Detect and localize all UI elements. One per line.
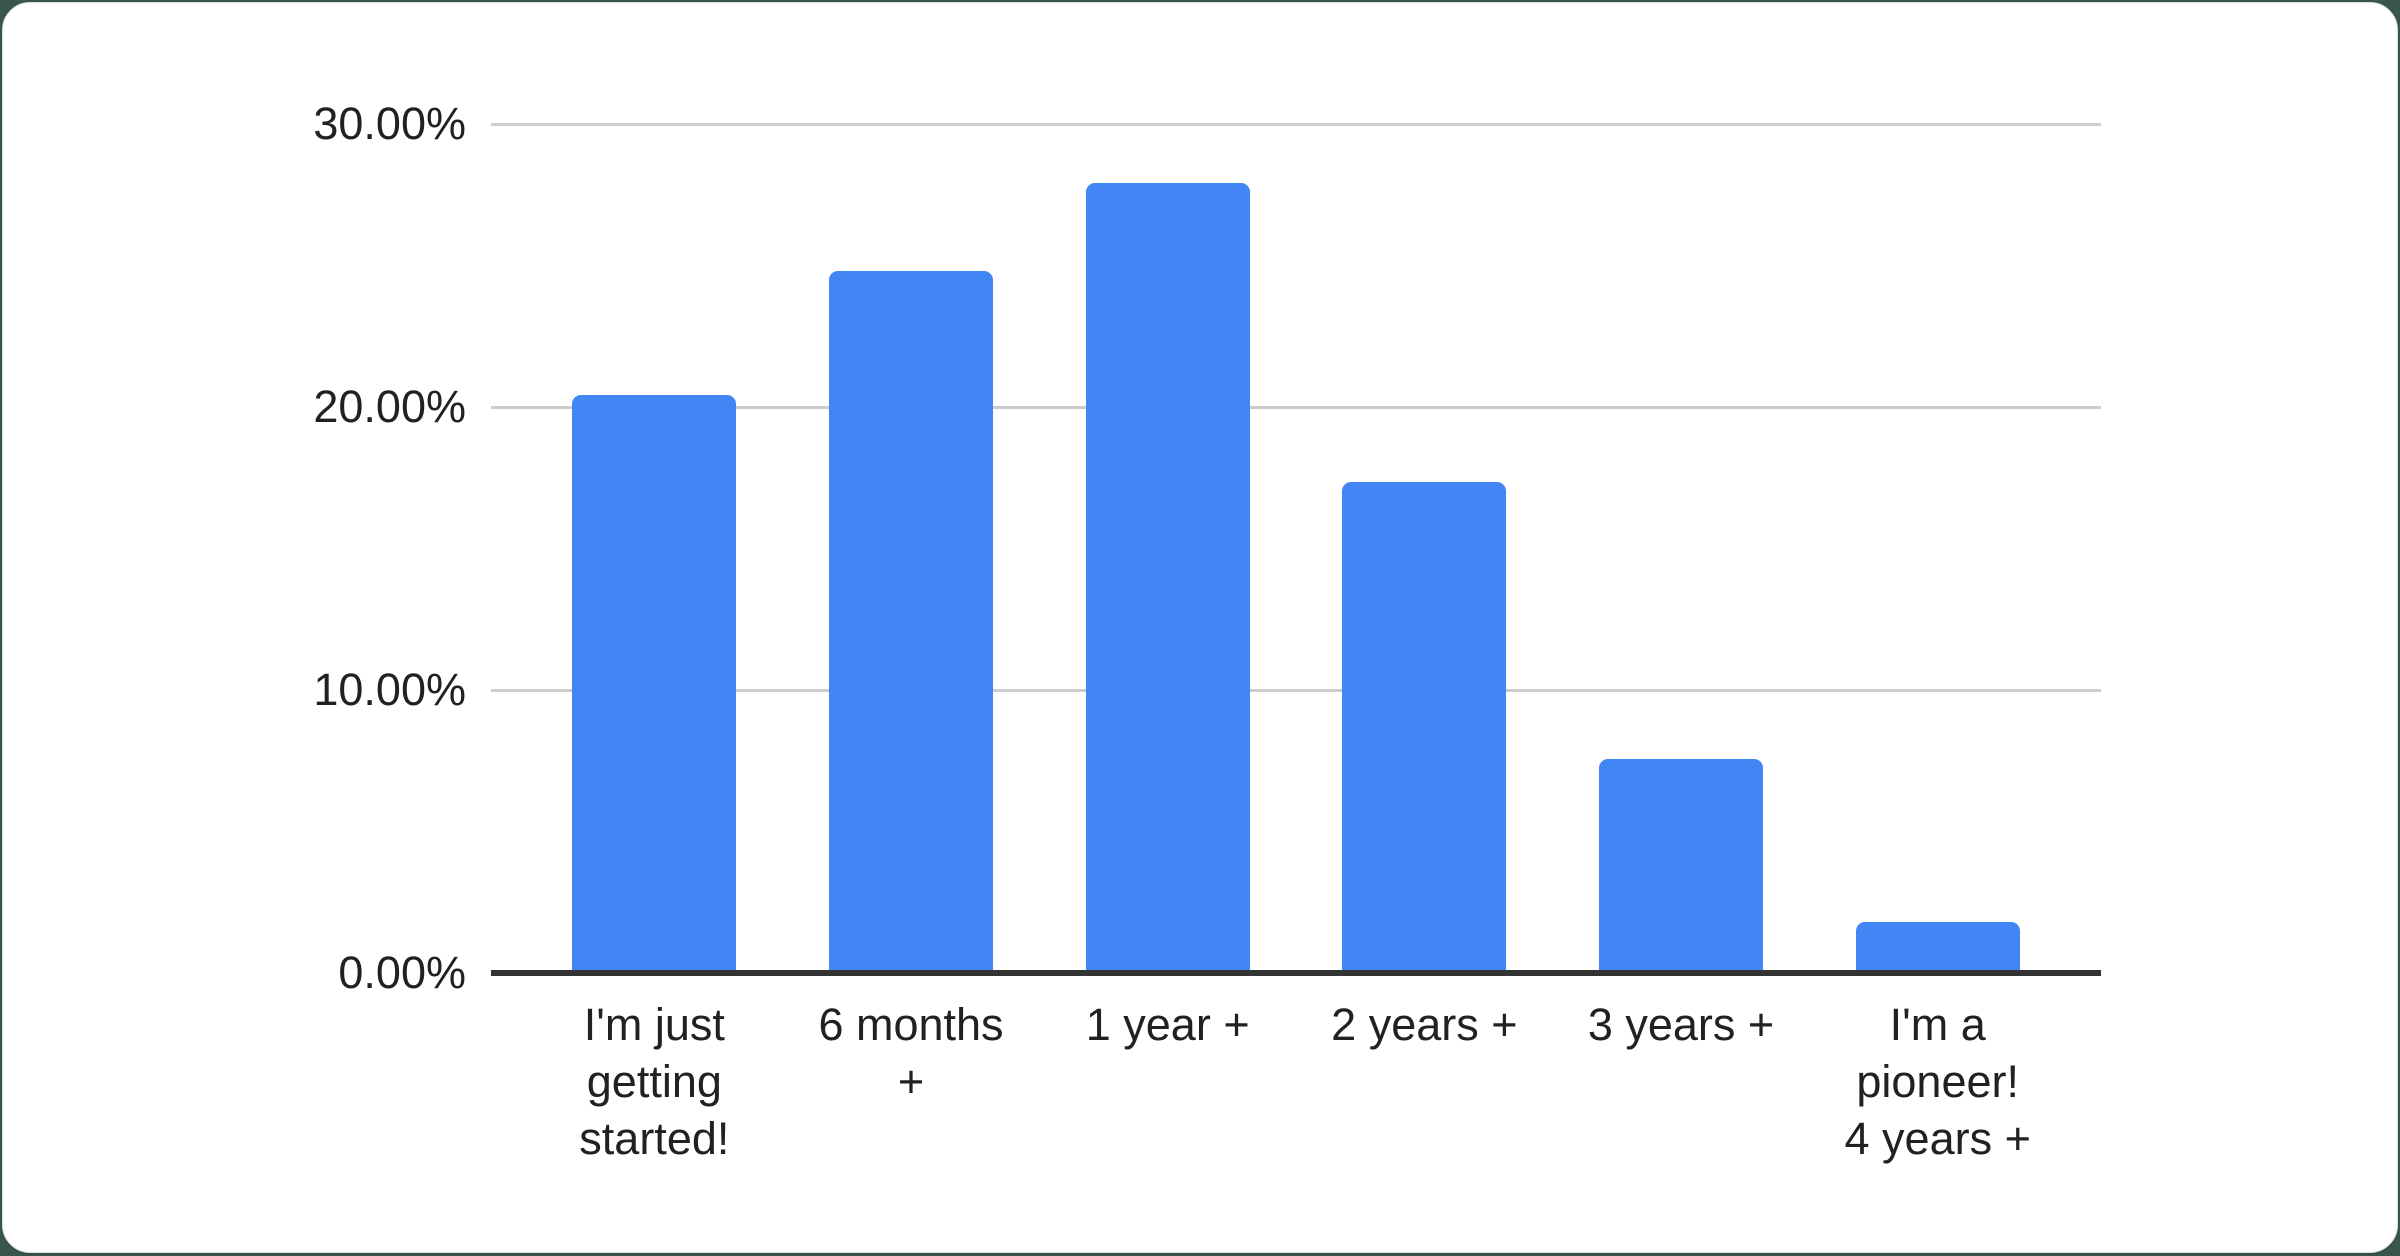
y-axis-tick-label: 30.00% <box>313 98 466 149</box>
x-axis-category-label: 3 years + <box>1587 999 1775 1050</box>
bar-slot <box>1039 124 1296 970</box>
y-axis-tick-label: 0.00% <box>338 947 466 998</box>
gridline <box>491 405 2101 409</box>
bar-slot <box>783 124 1040 970</box>
bar-slot <box>1296 124 1553 970</box>
x-axis-category-label: 2 years + <box>1331 999 1518 1050</box>
y-axis-tick-label: 10.00% <box>313 664 466 715</box>
x-axis-category-label: 6 months + <box>818 999 1004 1107</box>
y-axis-tick-label: 20.00% <box>313 381 466 432</box>
bar-3[interactable] <box>1085 183 1250 970</box>
bar-slot <box>526 124 783 970</box>
bar-2[interactable] <box>829 270 993 970</box>
x-axis: I'm just getting started! 6 months + 1 yea… <box>526 996 2066 1167</box>
plot-area <box>491 124 2101 970</box>
bar-slot <box>1809 124 2066 970</box>
bar-1[interactable] <box>572 394 737 970</box>
bar-6[interactable] <box>1855 922 2020 970</box>
bar-slot <box>1553 124 1810 970</box>
y-axis: 30.00% 20.00% 10.00% 0.00% <box>3 3 466 1252</box>
x-axis-category-label: I'm a pioneer! 4 years + <box>1844 999 2031 1164</box>
bar-5[interactable] <box>1599 758 1764 970</box>
x-axis-category-label: 1 year + <box>1085 999 1250 1050</box>
x-axis-baseline <box>491 970 2101 976</box>
bar-4[interactable] <box>1342 482 1507 970</box>
gridline <box>491 688 2101 692</box>
bar-chart: 30.00% 20.00% 10.00% 0.00% I'm just getting… <box>3 3 2397 1252</box>
x-axis-category-label: I'm just getting started! <box>579 999 730 1164</box>
gridline <box>491 122 2101 126</box>
